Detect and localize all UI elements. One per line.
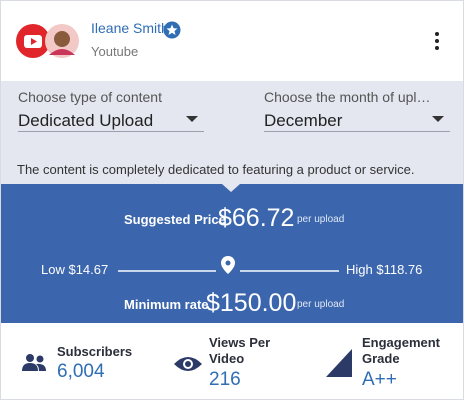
stat-value: 216	[209, 369, 241, 390]
filter-label: Choose the month of upl…	[264, 89, 431, 105]
platform: Youtube	[91, 44, 139, 59]
stat-label-line: Engagement	[362, 335, 441, 350]
user-name: Ileane Smith	[91, 20, 169, 36]
stat-value: 6,004	[57, 361, 105, 382]
range-pin	[221, 256, 235, 274]
filter-label: Choose type of content	[18, 89, 162, 105]
views-icon	[174, 357, 202, 371]
high-price: High $118.76	[346, 262, 423, 277]
suggested-label: Suggested Price	[124, 212, 226, 227]
verified-badge	[163, 21, 181, 39]
price-unit: per upload	[297, 299, 345, 310]
suggested-price: $66.72	[218, 204, 295, 232]
price-unit: per upload	[297, 214, 345, 225]
select-value: December	[264, 111, 343, 130]
range-line	[118, 270, 216, 272]
pointer	[222, 184, 240, 192]
minimum-price: $150.00	[206, 289, 297, 317]
stat-label-line: Grade	[362, 351, 400, 366]
description: The content is completely dedicated to f…	[17, 162, 415, 177]
filters: Choose type of content Dedicated Upload …	[1, 81, 463, 184]
dropdown-arrow	[432, 116, 444, 122]
content-type-select[interactable]: Dedicated Upload	[18, 111, 204, 135]
stat-label: Engagement Grade	[362, 335, 440, 367]
pricing-panel: Suggested Price $66.72 per upload Low $1…	[1, 184, 463, 323]
stat-label-line: Views Per	[209, 335, 271, 350]
range-line	[240, 270, 339, 272]
low-price: Low $14.67	[41, 262, 109, 277]
grade-icon	[326, 349, 352, 377]
minimum-label: Minimum rate	[124, 297, 209, 312]
select-value: Dedicated Upload	[18, 111, 154, 130]
select-underline	[18, 131, 204, 132]
avatars	[16, 24, 79, 58]
dropdown-arrow	[186, 116, 198, 122]
more-menu[interactable]	[431, 31, 443, 51]
profile-header: Ileane Smith Youtube	[1, 1, 463, 81]
stat-label: Views Per Video	[209, 335, 270, 367]
stats: Subscribers 6,004 Views Per Video 216 Eng…	[1, 323, 463, 399]
select-underline	[264, 131, 450, 132]
stat-label: Subscribers	[57, 344, 133, 359]
subscribers-icon	[22, 354, 46, 371]
stat-value: A++	[362, 369, 397, 390]
stat-label-line: Video	[209, 351, 245, 366]
month-select[interactable]: December	[264, 111, 450, 135]
